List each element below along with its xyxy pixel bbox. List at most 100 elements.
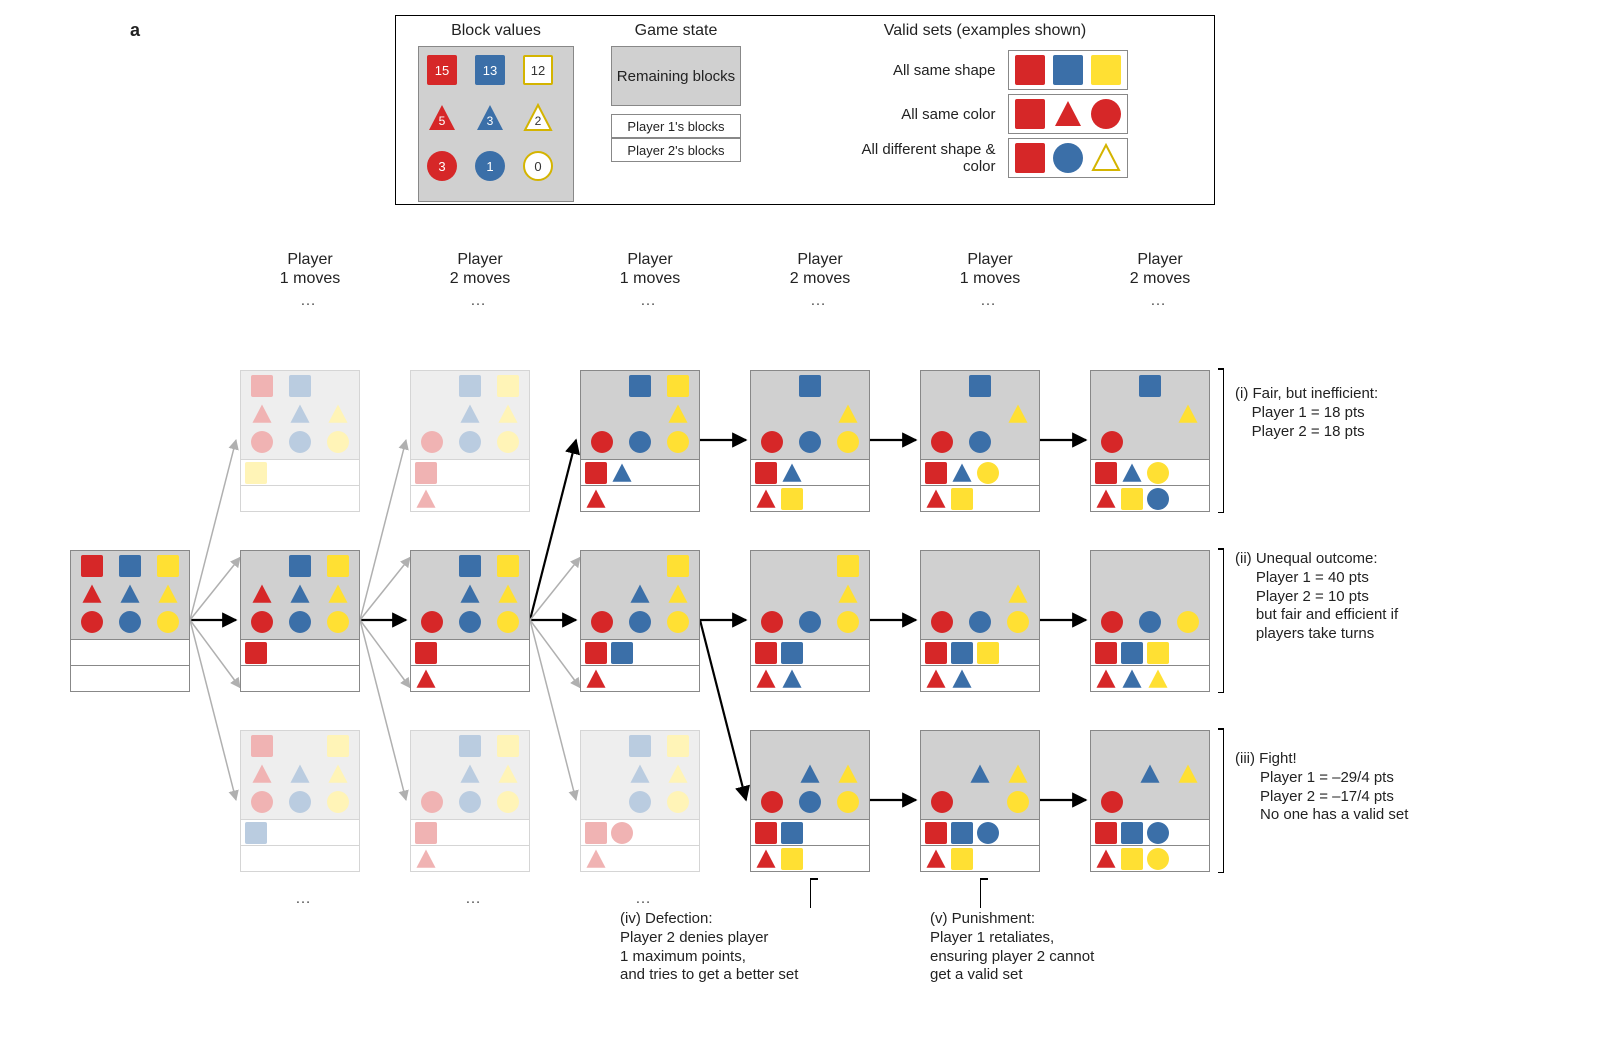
- square-yellow-icon: [667, 555, 689, 577]
- square-red-icon: 15: [427, 55, 457, 85]
- triangle-blue-icon: [459, 763, 481, 785]
- circle-yellow-icon: [327, 791, 349, 813]
- remaining-blocks: [920, 370, 1040, 460]
- callout-v: [980, 878, 988, 908]
- remaining-blocks: [410, 370, 530, 460]
- square-red-icon: [1095, 642, 1117, 664]
- circle-blue-icon: [799, 431, 821, 453]
- circle-red-icon: [931, 431, 953, 453]
- annotation-i: (i) Fair, but inefficient: Player 1 = 18…: [1235, 385, 1378, 441]
- circle-blue-icon: [459, 611, 481, 633]
- triangle-blue-icon: [1121, 668, 1143, 690]
- square-yellow-icon: [327, 555, 349, 577]
- valid-set-row: All different shape & color: [843, 138, 1128, 178]
- player1-row: [240, 640, 360, 666]
- square-yellow-icon: [157, 555, 179, 577]
- legend-bv-title: Block values: [451, 22, 541, 40]
- triangle-red-icon: [81, 583, 103, 605]
- player2-row: [750, 486, 870, 512]
- player1-row: [1090, 640, 1210, 666]
- square-red-icon: [415, 642, 437, 664]
- game-state-c1_top: [240, 370, 360, 512]
- ellipsis: …: [810, 292, 826, 310]
- remaining-blocks: [240, 730, 360, 820]
- circle-yellow-icon: [837, 791, 859, 813]
- game-state-c5_r3: [920, 730, 1040, 872]
- triangle-blue-icon: [951, 462, 973, 484]
- legend-valid-sets: Valid sets (examples shown) All same sha…: [766, 22, 1204, 198]
- circle-blue-icon: [1139, 611, 1161, 633]
- legend-vs-title: Valid sets (examples shown): [884, 22, 1086, 40]
- circle-yellow-icon: [977, 462, 999, 484]
- circle-blue-icon: [969, 431, 991, 453]
- circle-blue-icon: [629, 611, 651, 633]
- remaining-blocks: [410, 550, 530, 640]
- player1-row: [410, 640, 530, 666]
- ellipsis: …: [1150, 292, 1166, 310]
- square-yellow-icon: [667, 735, 689, 757]
- circle-red-icon: [251, 791, 273, 813]
- remaining-blocks: [750, 370, 870, 460]
- player1-row: [750, 820, 870, 846]
- triangle-red-icon: [251, 763, 273, 785]
- square-yellow-icon: [951, 848, 973, 870]
- player1-row: [920, 820, 1040, 846]
- square-red-icon: [925, 462, 947, 484]
- remaining-blocks: [750, 550, 870, 640]
- triangle-red-icon: [1095, 488, 1117, 510]
- column-header: Player 1 moves: [920, 250, 1060, 288]
- triangle-blue-icon: [119, 583, 141, 605]
- game-state-c4_r2: [750, 550, 870, 692]
- square-yellow-icon: [1091, 55, 1121, 85]
- circle-blue-icon: [459, 431, 481, 453]
- square-blue-icon: [1121, 822, 1143, 844]
- annotation-ii: (ii) Unequal outcome: Player 1 = 40 pts …: [1235, 550, 1398, 644]
- square-red-icon: [585, 462, 607, 484]
- square-red-icon: [1015, 99, 1045, 129]
- column-header: Player 2 moves: [1090, 250, 1230, 288]
- circle-yellow-icon: [1007, 791, 1029, 813]
- circle-yellow-icon: [1147, 462, 1169, 484]
- player2-row: [580, 666, 700, 692]
- annotation-iii: (iii) Fight! Player 1 = –29/4 pts Player…: [1235, 750, 1408, 825]
- triangle-red-icon: [925, 488, 947, 510]
- triangle-yellow-icon: [837, 763, 859, 785]
- circle-red-icon: [421, 431, 443, 453]
- triangle-red-icon: [925, 668, 947, 690]
- circle-yellow-icon: [497, 431, 519, 453]
- triangle-blue-icon: [969, 763, 991, 785]
- circle-blue-icon: 1: [475, 151, 505, 181]
- square-blue-icon: [969, 375, 991, 397]
- game-state-c2_bot: [410, 730, 530, 872]
- game-state-c3_r1: [580, 370, 700, 512]
- player2-row: [410, 666, 530, 692]
- triangle-blue-icon: 3: [475, 103, 505, 133]
- square-blue-icon: [289, 555, 311, 577]
- triangle-blue-icon: [1139, 763, 1161, 785]
- triangle-yellow-icon: [837, 583, 859, 605]
- remaining-blocks: [1090, 550, 1210, 640]
- square-red-icon: [585, 822, 607, 844]
- valid-set-row: All same color: [843, 94, 1128, 134]
- player1-row: [70, 640, 190, 666]
- square-yellow-icon: [1121, 848, 1143, 870]
- square-yellow-icon: [1147, 642, 1169, 664]
- player1-row: [1090, 460, 1210, 486]
- square-blue-icon: 13: [475, 55, 505, 85]
- triangle-yellow-icon: [667, 403, 689, 425]
- remaining-blocks: [1090, 370, 1210, 460]
- triangle-red-icon: [415, 668, 437, 690]
- square-yellow-icon: [1121, 488, 1143, 510]
- triangle-yellow-icon: [327, 763, 349, 785]
- triangle-yellow-icon: [327, 583, 349, 605]
- player2-row: [240, 486, 360, 512]
- remaining-blocks: [240, 550, 360, 640]
- remaining-blocks: [70, 550, 190, 640]
- block-values-grid: 151312532310: [418, 46, 574, 202]
- square-blue-icon: [459, 735, 481, 757]
- circle-red-icon: [1101, 431, 1123, 453]
- player2-row: [920, 666, 1040, 692]
- square-blue-icon: [459, 375, 481, 397]
- triangle-blue-icon: [459, 583, 481, 605]
- square-yellow-icon: [667, 375, 689, 397]
